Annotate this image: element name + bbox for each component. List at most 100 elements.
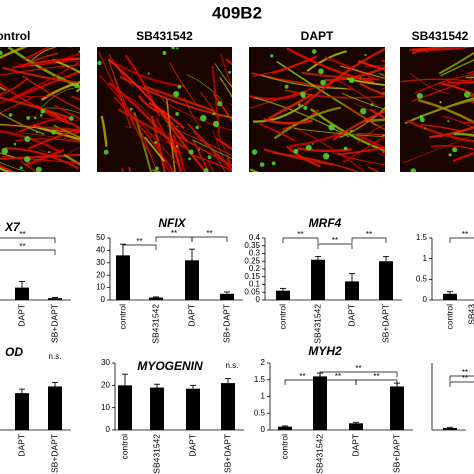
x-tick-label: SB431542	[312, 304, 322, 344]
fiber	[40, 81, 80, 101]
fiber	[409, 47, 457, 52]
fiber	[107, 58, 186, 88]
x-tick-label: SB431542	[151, 434, 161, 474]
fiber	[15, 132, 80, 142]
green-spot	[39, 113, 43, 117]
significance: **	[332, 236, 338, 245]
significance-bracket	[122, 244, 157, 250]
fiber	[402, 134, 474, 164]
significance: **	[299, 372, 305, 381]
y-tick-label: 0	[106, 425, 111, 434]
green-spot	[154, 140, 158, 144]
fiber	[0, 123, 66, 133]
y-tick-label: 10	[96, 283, 105, 292]
green-spot	[162, 50, 167, 55]
green-spot	[364, 53, 367, 57]
fiber	[284, 89, 385, 99]
fiber	[192, 140, 210, 172]
y-tick-label: 30	[96, 258, 105, 267]
micrograph	[0, 47, 80, 172]
fiber	[369, 108, 385, 119]
significance-bracket	[0, 249, 56, 255]
chart-title: MRF4	[309, 216, 342, 230]
green-spot	[200, 114, 207, 122]
fiber	[356, 134, 385, 151]
x-tick-label: control	[119, 434, 129, 460]
y-tick-label: 10	[101, 403, 110, 412]
fiber	[406, 119, 474, 143]
significance-bracket	[449, 375, 474, 381]
green-spot	[318, 68, 324, 75]
figure-title: 409B2	[212, 3, 262, 22]
y-tick-label: 0	[423, 295, 428, 304]
micrograph	[249, 47, 385, 172]
green-spot	[35, 131, 38, 134]
fiber	[254, 96, 350, 138]
fiber	[23, 47, 51, 61]
green-spot	[97, 60, 102, 66]
fiber	[53, 124, 80, 139]
panel-label: SB431542	[136, 29, 193, 43]
significance: **	[366, 230, 372, 239]
fiber	[52, 128, 80, 133]
green-spot	[78, 50, 80, 53]
fiber	[168, 132, 183, 172]
green-spot	[51, 130, 56, 135]
x-tick-label: control	[444, 304, 454, 330]
y-tick-label: 0.1	[249, 280, 261, 289]
green-spot	[293, 148, 299, 154]
fiber	[0, 167, 12, 172]
micrograph	[400, 47, 474, 172]
significance: **	[373, 372, 379, 381]
fiber	[2, 66, 79, 84]
bar	[278, 426, 292, 430]
y-tick-label: 0.05	[244, 287, 260, 296]
fiber	[150, 115, 167, 172]
fiber	[219, 77, 232, 99]
fiber	[367, 166, 381, 172]
fiber	[0, 95, 36, 114]
fiber	[438, 51, 474, 75]
bar	[311, 259, 325, 300]
fiber	[466, 70, 474, 75]
fiber	[211, 65, 221, 133]
bar	[221, 383, 235, 430]
y-tick-label: 0.25	[244, 256, 260, 265]
bar	[116, 255, 130, 300]
fiber	[336, 79, 380, 108]
fiber	[249, 168, 260, 172]
fiber	[159, 112, 208, 172]
fiber	[143, 85, 215, 113]
fiber	[343, 111, 385, 137]
fiber	[400, 78, 474, 83]
bar	[118, 385, 132, 430]
fiber	[68, 47, 72, 48]
chart-title: NFIX	[158, 216, 186, 230]
fiber	[172, 133, 186, 172]
fiber	[452, 152, 474, 162]
green-spot	[370, 103, 374, 107]
fiber	[107, 58, 188, 143]
y-tick-label: 1	[261, 392, 266, 401]
fiber	[143, 136, 166, 162]
significance-bracket	[355, 379, 398, 385]
fiber	[353, 102, 385, 119]
panel-label: DAPT	[301, 29, 334, 43]
fiber	[469, 130, 474, 136]
fiber	[342, 135, 385, 164]
bar	[48, 298, 62, 300]
green-spot	[72, 84, 75, 87]
green-spot	[24, 156, 31, 163]
green-spot	[171, 47, 176, 50]
significance: **	[297, 230, 303, 239]
fiber	[341, 92, 385, 110]
y-tick-label: 0	[101, 295, 106, 304]
significance: **	[355, 364, 361, 373]
x-tick-label: DAPT	[187, 434, 197, 457]
x-tick-label: DAPT	[16, 304, 26, 327]
green-spot	[26, 116, 31, 120]
fiber	[357, 123, 385, 144]
fiber	[66, 146, 80, 155]
green-spot	[259, 162, 265, 167]
